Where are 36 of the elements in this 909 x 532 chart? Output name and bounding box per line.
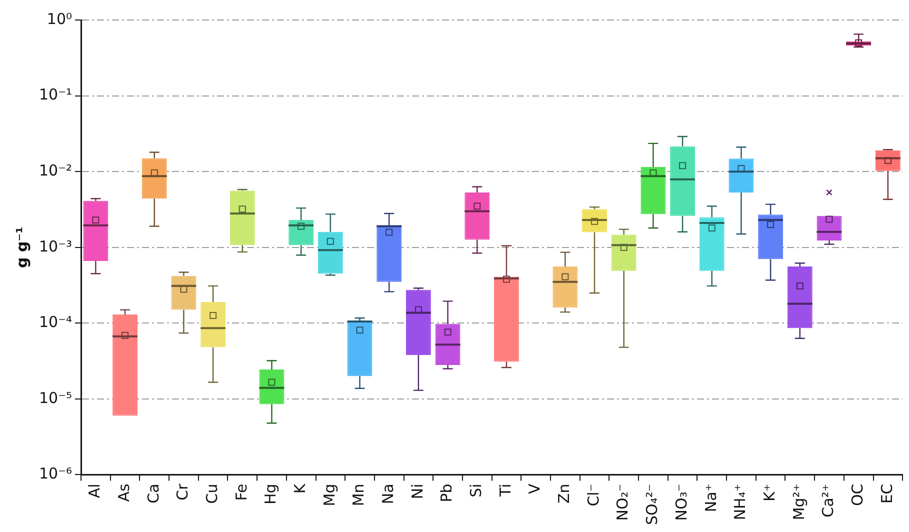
x-tick-label: Mg²⁺ (790, 484, 808, 520)
x-tick-label: Si (467, 484, 486, 498)
x-tick-label: Na⁺ (702, 484, 720, 512)
y-tick-label: 10⁻² (38, 161, 72, 180)
x-tick-label: Cl⁻ (584, 484, 602, 506)
y-axis-title: g g⁻¹ (12, 226, 31, 268)
x-tick-label: Zn (555, 484, 574, 504)
x-tick-label: OC (848, 484, 866, 506)
y-tick-label: 10⁻⁵ (38, 388, 72, 407)
x-tick-label: K (290, 482, 309, 494)
x-tick-label: V (526, 482, 544, 494)
x-tick-label: Pb (438, 484, 456, 502)
x-tick-label: As (114, 484, 133, 502)
x-tick-label: Mg (320, 484, 338, 506)
x-tick-label: NO₃⁻ (672, 484, 690, 521)
x-tick-label: NO₂⁻ (614, 484, 632, 521)
x-tick-label: Al (86, 484, 104, 498)
x-tick-label: NH₄⁺ (731, 484, 750, 520)
x-tick-label: K⁺ (760, 484, 778, 502)
x-tick-label: SO₄²⁻ (643, 484, 662, 526)
y-tick-label: 10⁻⁴ (38, 313, 72, 332)
x-tick-label: Cr (174, 482, 192, 500)
y-tick-label: 10⁻³ (38, 237, 72, 256)
x-tick-label: Cu (202, 484, 221, 504)
x-tick-label: EC (878, 484, 896, 504)
x-tick-label: Hg (262, 484, 280, 505)
y-tick-label: 10⁻⁶ (38, 464, 72, 483)
y-tick-label: 10⁰ (46, 10, 72, 28)
x-tick-label: Ca²⁺ (819, 484, 838, 518)
x-tick-label: Ca (144, 484, 162, 504)
x-tick-label: Ni (408, 484, 426, 500)
y-tick-label: 10⁻¹ (38, 86, 72, 104)
x-tick-label: Mn (350, 484, 368, 506)
x-tick-label: Na (379, 484, 397, 504)
x-tick-label: Fe (232, 484, 250, 501)
x-tick-label: Ti (496, 484, 514, 498)
